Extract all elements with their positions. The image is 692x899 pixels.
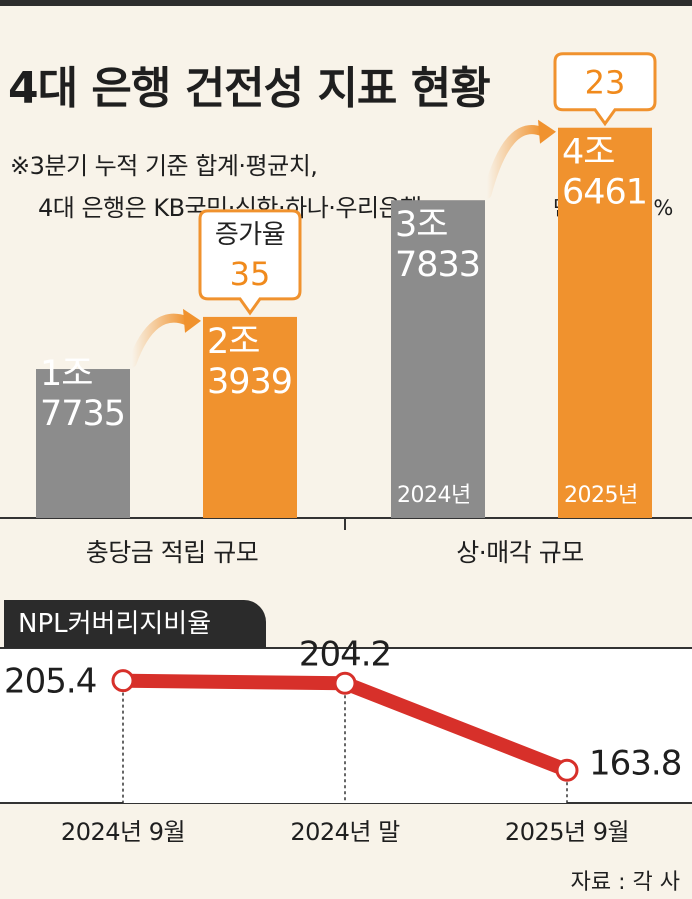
npl-x-tick-0: 2024년 9월 (61, 818, 185, 846)
footnote-basis: ※3분기 누적 기준 합계·평균치, (10, 152, 318, 180)
growth-arrow-shaft-1 (482, 125, 547, 199)
source-credit: 자료 : 각 사 (570, 870, 680, 895)
growth-bubble-0 (198, 209, 302, 316)
growth-arrow-shaft-0 (127, 313, 192, 368)
bar-label-bottom-0-1: 3939 (207, 362, 292, 402)
page-title: 4대 은행 건전성 지표 현황 (8, 63, 491, 114)
npl-value-label-2: 163.8 (589, 743, 681, 783)
npl-chart-title-tab: NPL커버리지비율 (4, 600, 266, 648)
npl-point-2 (555, 758, 579, 782)
bar-year-label-0: 2024년 (397, 483, 471, 508)
bar-1-1 (558, 127, 652, 518)
bar-label-bottom-1-0: 7833 (395, 245, 480, 285)
npl-x-tick-2: 2025년 9월 (505, 818, 629, 846)
bar-label-bottom-0-0: 7735 (40, 394, 125, 434)
growth-arrow-head-1 (538, 119, 556, 144)
bar-label-top-1-1: 4조 (562, 133, 614, 173)
bar-year-label-1: 2025년 (564, 483, 638, 508)
bar-1-0 (391, 200, 485, 518)
growth-arrow-head-0 (183, 308, 201, 333)
growth-bubble-label-0: 증가율 (215, 220, 285, 250)
growth-bubble-value-1: 23 (585, 64, 626, 102)
bar-label-top-1-0: 3조 (395, 205, 447, 245)
growth-bubble-value-0: 35 (230, 255, 271, 293)
growth-bubble-1 (553, 52, 657, 127)
bar-0-0 (36, 369, 130, 518)
top-rule (0, 0, 692, 6)
npl-x-tick-1: 2024년 말 (290, 818, 400, 846)
npl-value-label-1: 204.2 (299, 634, 391, 674)
category-label-0: 충당금 적립 규모 (86, 538, 258, 567)
bar-0-1 (203, 316, 297, 518)
category-label-1: 상·매각 규모 (456, 538, 583, 567)
bar-label-top-0-0: 1조 (40, 354, 92, 394)
npl-point-0 (111, 669, 135, 693)
bar-label-top-0-1: 2조 (207, 322, 259, 362)
bar-label-bottom-1-1: 6461 (562, 173, 647, 213)
npl-value-label-0: 205.4 (4, 662, 96, 702)
npl-point-1 (333, 671, 357, 695)
npl-area (123, 680, 567, 803)
